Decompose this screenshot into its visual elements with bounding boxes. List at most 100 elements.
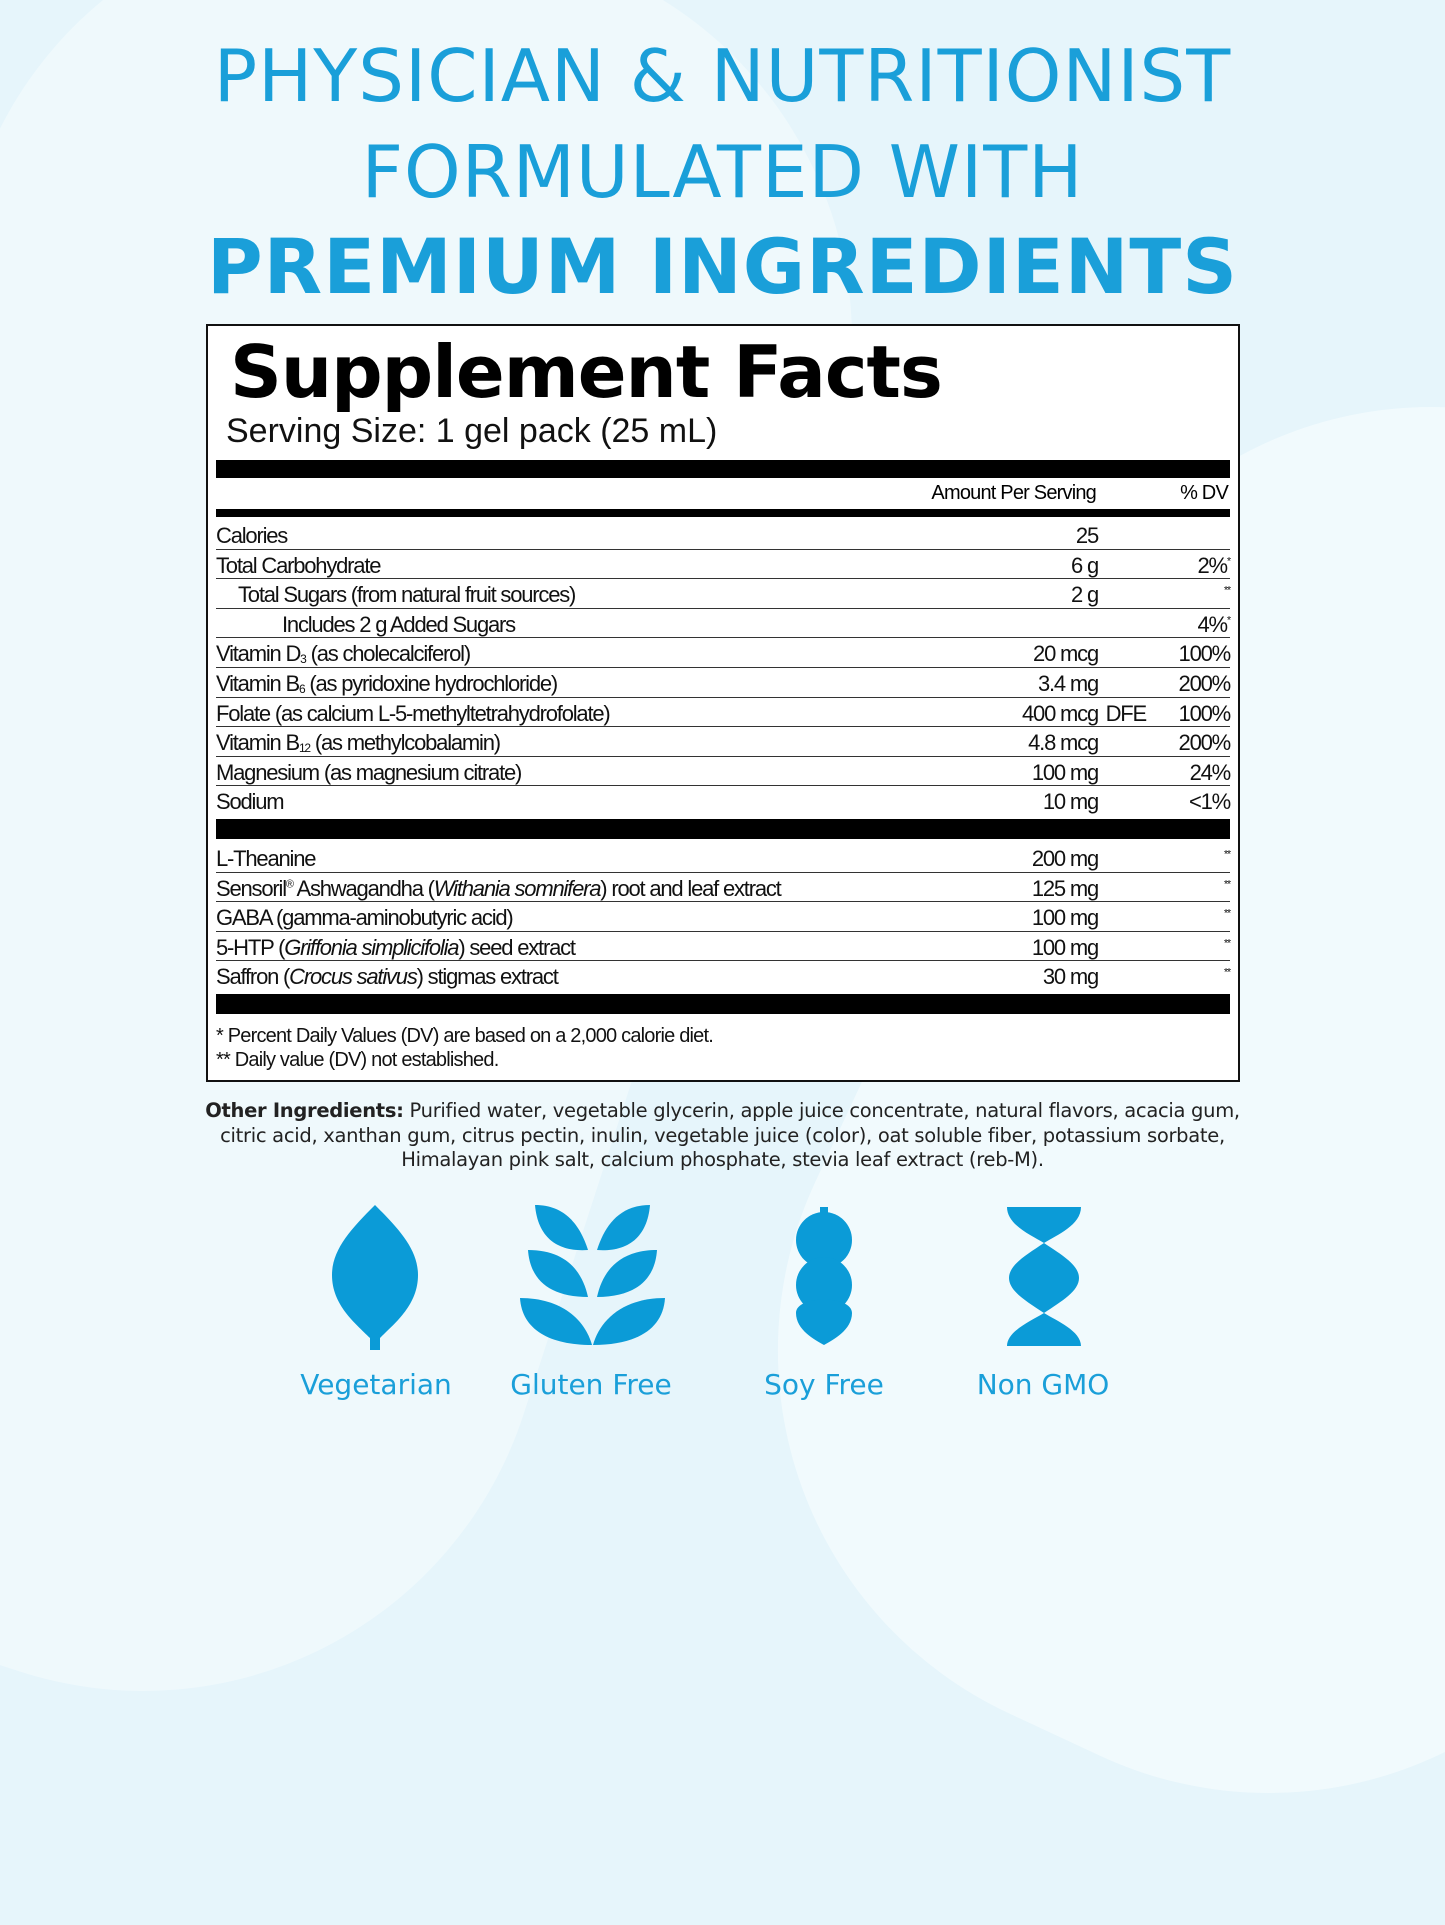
label-part: Vitamin D bbox=[216, 641, 301, 667]
label-part: 12 bbox=[298, 741, 311, 756]
row-dv-cell: ** bbox=[1223, 964, 1231, 990]
headline-line-3: PREMIUM INGREDIENTS bbox=[206, 222, 1238, 311]
dv-footnote-mark: ** bbox=[1223, 967, 1231, 980]
footnote-2: ** Daily value (DV) not established. bbox=[216, 1049, 499, 1071]
row-dv-cell: 2%* bbox=[1197, 552, 1232, 579]
row-dv-cell: ** bbox=[1223, 876, 1231, 902]
facts-row: Sensoril® Ashwagandha (Withania somnifer… bbox=[216, 873, 1231, 903]
row-label: L-Theanine bbox=[216, 846, 317, 872]
row-amount: 6 g bbox=[1071, 552, 1099, 578]
row-label: Vitamin D3 (as cholecalciferol) bbox=[216, 641, 472, 667]
divider-bar bbox=[216, 460, 1230, 478]
leaf-icon bbox=[332, 1205, 418, 1350]
row-amount: 10 mg bbox=[1042, 789, 1099, 815]
facts-row: Includes 2 g Added Sugars 4%* bbox=[216, 609, 1232, 639]
label-part: ) seed extract bbox=[458, 934, 576, 960]
label-part: L-Theanine bbox=[216, 846, 317, 871]
dv-header: % DV bbox=[1180, 482, 1229, 504]
facts-row: L-Theanine 200 mg ** bbox=[216, 843, 1231, 873]
dv-footnote-mark: ** bbox=[1223, 878, 1231, 891]
label-part: 3 bbox=[300, 652, 307, 667]
facts-row: Folate (as calcium L-5-methyltetrahydrof… bbox=[216, 698, 1232, 728]
dv-footnote-mark: ** bbox=[1223, 584, 1231, 597]
row-label: Vitamin B12 (as methylcobalamin) bbox=[216, 730, 501, 756]
row-amount: 400 mcg bbox=[1022, 700, 1099, 726]
dna-icon bbox=[1007, 1207, 1081, 1346]
label-part: ) stigmas extract bbox=[416, 964, 559, 990]
row-dv-cell: 4%* bbox=[1198, 612, 1232, 638]
facts-row: 5-HTP (Griffonia simplicifolia) seed ext… bbox=[216, 932, 1231, 962]
label-part: Ashwagandha ( bbox=[292, 875, 434, 901]
label-part: ) root and leaf extract bbox=[600, 875, 781, 901]
row-dv-cell: ** bbox=[1223, 582, 1231, 608]
divider-bar bbox=[216, 509, 1230, 517]
badge-label-gluten-free: Gluten Free bbox=[510, 1368, 672, 1401]
row-label: Sodium bbox=[216, 789, 285, 815]
row-label: Folate (as calcium L-5-methyltetrahydrof… bbox=[216, 700, 611, 727]
footnote-1: * Percent Daily Values (DV) are based on… bbox=[216, 1025, 714, 1047]
facts-row: Magnesium (as magnesium citrate) 100 mg 24… bbox=[216, 757, 1232, 787]
row-amount: 4.8 mcg bbox=[1028, 730, 1099, 756]
row-dv-cell: ** bbox=[1224, 846, 1231, 872]
row-dv: 24% bbox=[1189, 759, 1232, 785]
row-label: Sensoril® Ashwagandha (Withania somnifer… bbox=[216, 875, 782, 902]
label-part: Griffonia simplicifolia bbox=[284, 934, 459, 960]
serving-size: Serving Size: 1 gel pack (25 mL) bbox=[226, 412, 718, 450]
row-amount: 2 g bbox=[1071, 582, 1099, 608]
label-part: Vitamin B bbox=[216, 671, 300, 696]
row-label: Magnesium (as magnesium citrate) bbox=[216, 759, 522, 786]
label-part: (as cholecalciferol) bbox=[305, 641, 472, 667]
row-label: Total Carbohydrate bbox=[216, 553, 381, 579]
badge-label-vegetarian: Vegetarian bbox=[300, 1368, 452, 1401]
row-amount: 20 mcg bbox=[1033, 641, 1099, 667]
row-label: Total Sugars (from natural fruit sources… bbox=[238, 582, 576, 608]
row-label: Vitamin B6 (as pyridoxine hydrochloride) bbox=[216, 671, 558, 697]
wheat-icon bbox=[520, 1205, 665, 1345]
row-dv: 200% bbox=[1178, 671, 1232, 696]
row-dv: 100% bbox=[1178, 700, 1232, 726]
row-label: Includes 2 g Added Sugars bbox=[282, 611, 516, 638]
label-part: ® bbox=[285, 878, 294, 891]
row-dv: 2% bbox=[1197, 552, 1229, 578]
divider-bar bbox=[216, 994, 1230, 1014]
row-amount: 100 mg bbox=[1031, 759, 1099, 785]
dv-footnote-mark: ** bbox=[1223, 907, 1231, 920]
row-label: GABA (gamma-aminobutyric acid) bbox=[216, 905, 514, 931]
headline-line-2: FORMULATED WITH bbox=[361, 130, 1084, 214]
row-dv-cell: ** bbox=[1224, 935, 1231, 961]
supplement-facts-panel: Supplement Facts Serving Size: 1 gel pac… bbox=[206, 324, 1240, 1082]
facts-row: Total Carbohydrate 6 g 2%* bbox=[216, 550, 1232, 580]
label-part: (as methylcobalamin) bbox=[309, 730, 501, 756]
label-part: Crocus sativus bbox=[289, 964, 418, 990]
label-part: 6 bbox=[298, 682, 306, 696]
facts-row: Vitamin D3 (as cholecalciferol) 20 mcg 100… bbox=[216, 638, 1231, 668]
row-amount: 125 mg bbox=[1031, 875, 1099, 901]
row-amount: 100 mg bbox=[1031, 905, 1099, 931]
dv-footnote-mark: * bbox=[1226, 614, 1231, 627]
other-ingredients: Other Ingredients: Purified water, veget… bbox=[180, 1099, 1265, 1173]
facts-row: GABA (gamma-aminobutyric acid) 100 mg ** bbox=[216, 902, 1231, 932]
row-amount: 25 bbox=[1075, 523, 1099, 548]
row-amount: 30 mg bbox=[1042, 964, 1099, 990]
other-ingredients-text: Purified water, vegetable glycerin, appl… bbox=[220, 1099, 1240, 1171]
label-part: Calories bbox=[216, 523, 288, 548]
label-part: (as pyridoxine hydrochloride) bbox=[304, 671, 558, 696]
facts-row: Calories 25 bbox=[216, 520, 1230, 550]
label-part: Sodium bbox=[216, 789, 285, 815]
label-part: Includes 2 g Added Sugars bbox=[282, 611, 516, 637]
row-amount: 3.4 mg bbox=[1037, 671, 1099, 696]
other-ingredients-label: Other Ingredients: bbox=[205, 1099, 404, 1122]
row-amount: 200 mg bbox=[1031, 846, 1099, 871]
label-part: Sensoril bbox=[216, 875, 287, 901]
label-part: Magnesium (as magnesium citrate) bbox=[216, 759, 522, 785]
facts-row: Total Sugars (from natural fruit sources… bbox=[216, 579, 1231, 609]
label-part: 5-HTP ( bbox=[216, 934, 285, 960]
facts-title: Supplement Facts bbox=[230, 330, 943, 414]
divider-bar bbox=[216, 819, 1230, 839]
soybean-icon bbox=[796, 1207, 852, 1345]
label-part: GABA (gamma-aminobutyric acid) bbox=[216, 905, 514, 931]
dv-footnote-mark: * bbox=[1226, 555, 1231, 568]
headline-line-1: PHYSICIAN & NUTRITIONIST bbox=[213, 34, 1232, 118]
facts-row: Vitamin B12 (as methylcobalamin) 4.8 mcg 2… bbox=[216, 727, 1231, 757]
label-part: Folate (as calcium L-5-methyltetrahydrof… bbox=[216, 700, 611, 726]
